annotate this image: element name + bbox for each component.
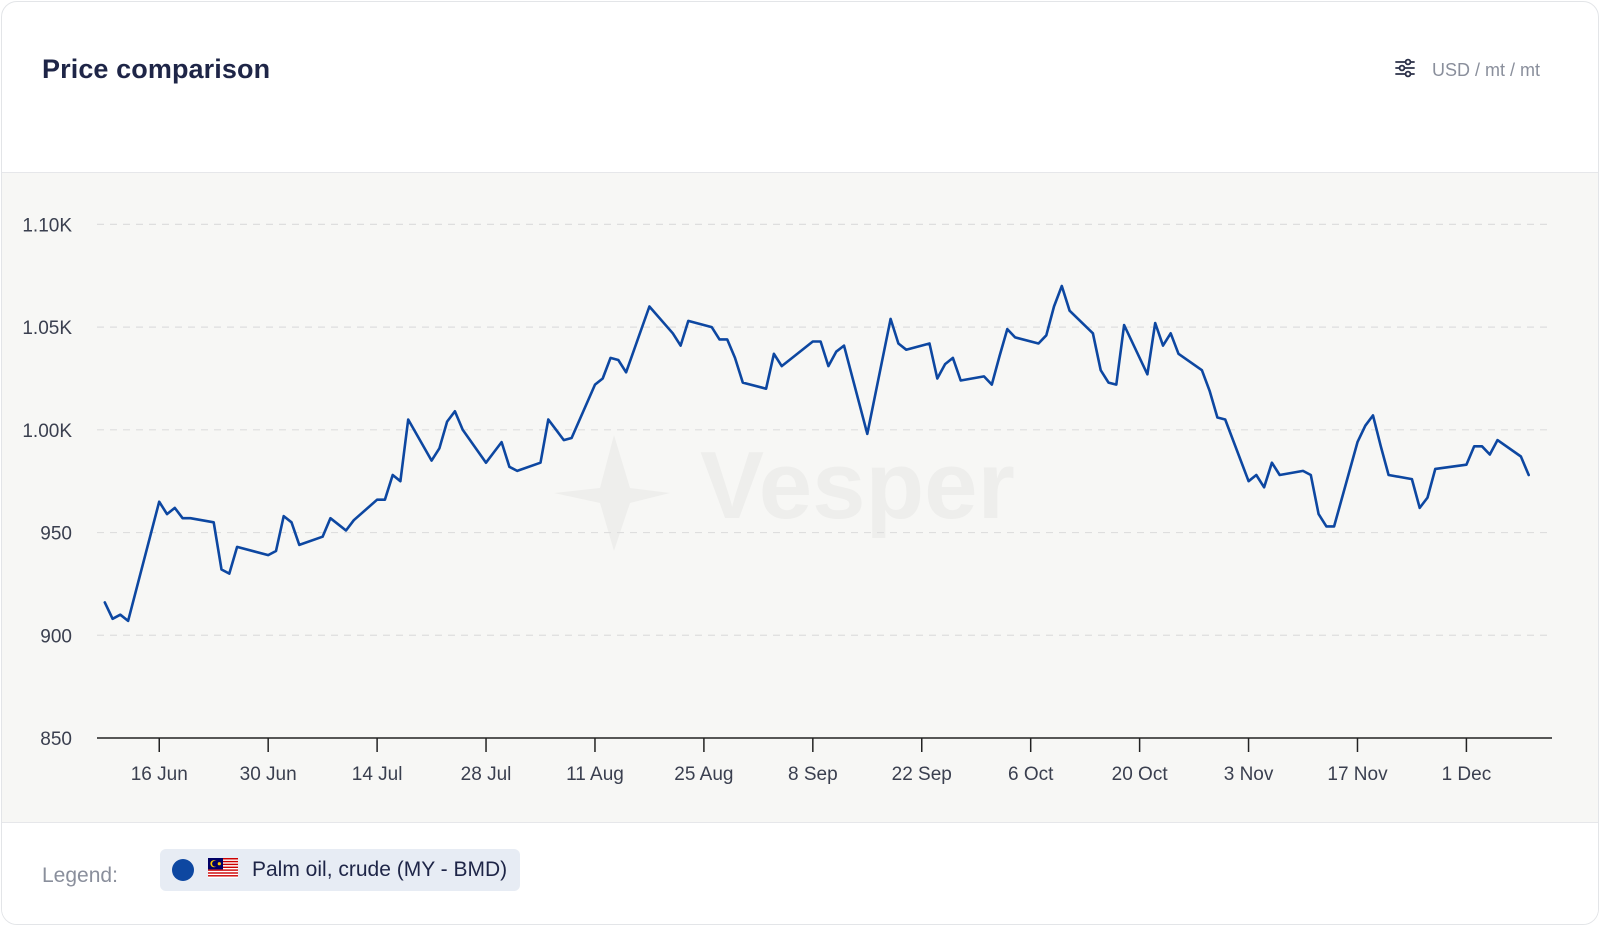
x-tick-label: 20 Oct xyxy=(1112,764,1169,785)
x-tick-label: 16 Jun xyxy=(131,764,188,785)
legend-item-label: Palm oil, crude (MY - BMD) xyxy=(252,858,508,881)
x-tick-label: 3 Nov xyxy=(1224,764,1274,785)
x-tick-label: 28 Jul xyxy=(461,764,512,785)
series-layer xyxy=(103,284,1530,623)
card-header: Price comparison USD / mt / mt xyxy=(2,2,1598,173)
watermark-text: Vesper xyxy=(700,432,1015,539)
y-tick-label: 850 xyxy=(40,729,72,750)
y-tick-label: 900 xyxy=(40,626,72,647)
legend-item-palm-oil[interactable]: Palm oil, crude (MY - BMD) xyxy=(160,849,521,891)
x-tick-label: 22 Sep xyxy=(892,764,952,785)
gridlines xyxy=(97,223,1552,636)
x-tick-label: 6 Oct xyxy=(1008,764,1054,785)
x-tick-label: 1 Dec xyxy=(1442,764,1492,785)
y-axis: 850 900 950 1.00K 1.05K 1.10K xyxy=(22,215,72,750)
legend-bar: Legend: Palm oil, xyxy=(2,823,1598,924)
unit-label[interactable]: USD / mt / mt xyxy=(1432,60,1540,80)
y-tick-label: 1.00K xyxy=(22,421,72,442)
line-chart: Vesper 850 900 950 1.00K 1.05K 1.10K 16 Jun 30… xyxy=(22,215,1552,785)
legend-label: Legend: xyxy=(42,864,118,887)
x-tick-label: 8 Sep xyxy=(788,764,838,785)
y-tick-label: 950 xyxy=(40,524,72,545)
watermark-star-icon xyxy=(554,435,670,551)
y-tick-label: 1.10K xyxy=(22,215,72,236)
watermark: Vesper xyxy=(554,432,1015,551)
x-tick-label: 25 Aug xyxy=(674,764,733,785)
malaysia-flag-icon xyxy=(208,857,238,883)
legend-color-dot xyxy=(172,859,194,881)
x-axis: 16 Jun 30 Jun 14 Jul 28 Jul 11 Aug 25 Aug 8 Se… xyxy=(97,737,1552,785)
x-tick-label: 14 Jul xyxy=(352,764,403,785)
sliders-icon[interactable] xyxy=(1394,58,1416,83)
y-tick-label: 1.05K xyxy=(22,318,72,339)
page-title: Price comparison xyxy=(42,54,271,84)
x-tick-label: 11 Aug xyxy=(566,764,624,785)
x-tick-label: 17 Nov xyxy=(1327,764,1388,785)
series-line-palm-oil[interactable] xyxy=(103,284,1530,623)
unit-selector[interactable]: USD / mt / mt xyxy=(1394,58,1540,83)
chart-area: Vesper 850 900 950 1.00K 1.05K 1.10K 16 Jun 30… xyxy=(2,173,1598,823)
x-tick-label: 30 Jun xyxy=(240,764,297,785)
